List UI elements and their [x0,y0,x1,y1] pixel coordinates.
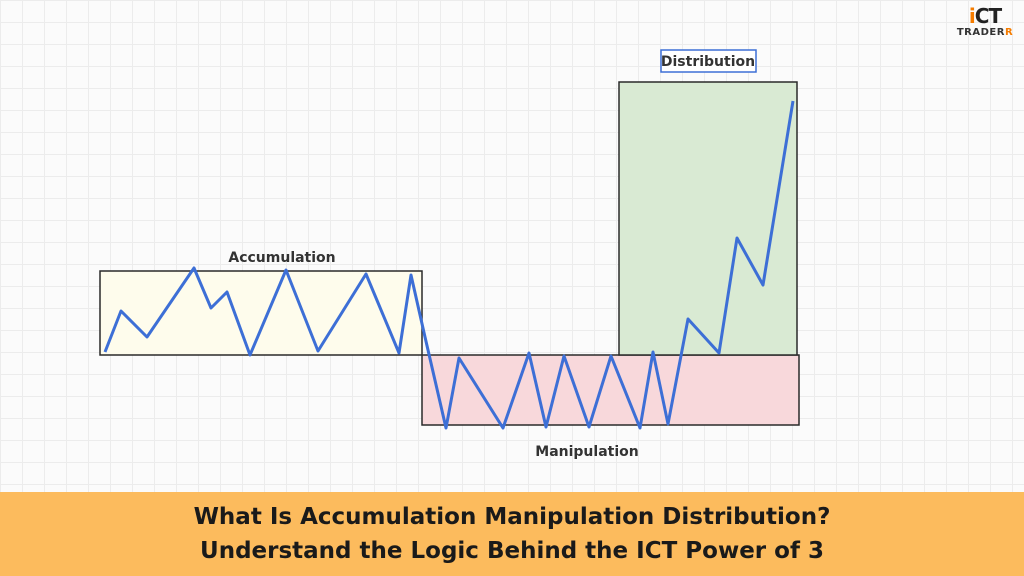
price-path-line [103,100,795,430]
diagram-canvas: Accumulation Manipulation Distribution [0,0,1024,492]
distribution-label-box [660,49,757,73]
amd-diagram: Accumulation Manipulation Distribution [99,49,800,460]
manipulation-label: Manipulation [535,444,638,460]
banner-title-line-2: Understand the Logic Behind the ICT Powe… [200,538,824,564]
accumulation-label: Accumulation [228,250,335,266]
manipulation-zone [421,354,800,426]
ict-trader-logo: iCT TRADERR [954,6,1016,38]
logo-mark: iCT [968,4,1002,28]
banner-title-line-1: What Is Accumulation Manipulation Distri… [193,504,831,530]
logo-text: TRADERR [956,27,1014,38]
distribution-zone [618,81,798,356]
distribution-label: Distribution [661,54,755,70]
accumulation-zone [99,270,423,356]
title-banner: What Is Accumulation Manipulation Distri… [0,492,1024,576]
